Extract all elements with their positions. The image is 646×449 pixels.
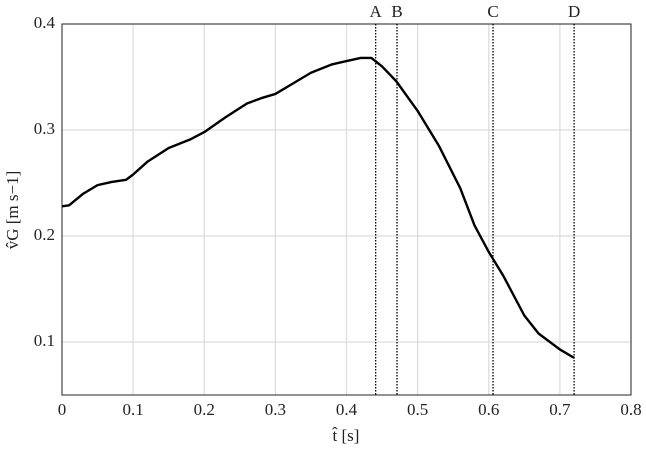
plot-frame bbox=[61, 23, 632, 396]
x-tick-label: 0.2 bbox=[194, 400, 215, 419]
event-label: C bbox=[487, 2, 498, 21]
y-tick-label: 0.3 bbox=[34, 119, 55, 138]
event-label: A bbox=[370, 2, 383, 21]
x-tick-label: 0.4 bbox=[336, 400, 358, 419]
x-tick-label: 0.8 bbox=[620, 400, 641, 419]
event-label: D bbox=[568, 2, 580, 21]
event-label: B bbox=[391, 2, 402, 21]
x-tick-label: 0.1 bbox=[123, 400, 144, 419]
x-tick-label: 0.3 bbox=[265, 400, 286, 419]
y-tick-label: 0.4 bbox=[34, 13, 56, 32]
y-tick-label: 0.2 bbox=[34, 225, 55, 244]
x-tick-label: 0.5 bbox=[407, 400, 428, 419]
x-axis-label: t̂ [s] bbox=[332, 426, 360, 445]
y-tick-label: 0.1 bbox=[34, 331, 55, 350]
x-tick-label: 0.6 bbox=[478, 400, 499, 419]
y-axis-label: v̂G [m s−1] bbox=[3, 171, 22, 250]
x-tick-label: 0 bbox=[58, 400, 67, 419]
x-tick-label: 0.7 bbox=[549, 400, 571, 419]
line bbox=[61, 56, 575, 359]
